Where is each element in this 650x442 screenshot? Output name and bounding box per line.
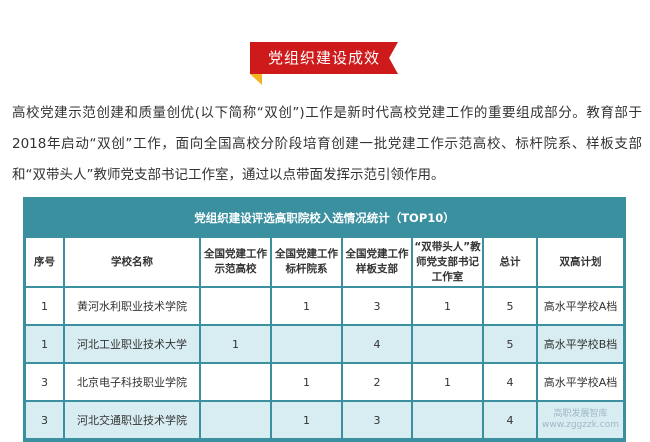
table-row: 1 黄河水利职业技术学院 1 3 1 5 高水平学校A档 [26,288,623,324]
column-header: 学校名称 [65,238,199,286]
table-cell: 黄河水利职业技术学院 [65,288,199,324]
table-row: 3 北京电子科技职业学院 1 2 1 4 高水平学校A档 [26,364,623,400]
table-cell: 3 [343,402,411,438]
table-cell: 1 [26,288,63,324]
table-cell: 1 [26,326,63,362]
table-cell [201,402,270,438]
table-cell: 2 [343,364,411,400]
table-cell: 1 [272,402,341,438]
table-cell: 1 [272,364,341,400]
table-cell: 3 [26,402,63,438]
table-cell: 5 [484,326,536,362]
table-cell: 河北工业职业技术大学 [65,326,199,362]
table-cell: 高水平学校A档 [538,364,623,400]
table-cell: 5 [484,288,536,324]
table-cell [272,326,341,362]
table-cell: 高职发展智库 www.zggzzk.com [538,402,623,438]
table-cell [413,326,482,362]
column-header: 全国党建工作标杆院系 [272,238,341,286]
table-cell: 高水平学校B档 [538,326,623,362]
column-header: 序号 [26,238,63,286]
column-header: 全国党建工作样板支部 [343,238,411,286]
table-cell [201,288,270,324]
table-cell: 1 [201,326,270,362]
table-cell: 1 [272,288,341,324]
table-cell: 北京电子科技职业学院 [65,364,199,400]
column-header: 双高计划 [538,238,623,286]
stats-table: 党组织建设评选高职院校入选情况统计（TOP10） 序号 学校名称 全国党建工作示范高… [23,197,626,442]
table-cell [413,402,482,438]
section-heading-ribbon: 党组织建设成效 [250,42,398,74]
column-header: 总计 [484,238,536,286]
intro-paragraph: 高校党建示范创建和质量创优(以下简称“双创”)工作是新时代高校党建工作的重要组成… [12,105,642,183]
watermark: 高职发展智库 www.zggzzk.com [541,409,619,430]
content: 高校党建示范创建和质量创优(以下简称“双创”)工作是新时代高校党建工作的重要组成… [0,98,650,442]
table-row: 3 河北交通职业技术学院 1 3 4 高职发展智库 www.zggzzk.com [26,402,623,438]
table-cell: 河北交通职业技术学院 [65,402,199,438]
table-cell: 3 [343,288,411,324]
column-header: “双带头人”教师党支部书记工作室 [413,238,482,286]
table-cell: 1 [413,288,482,324]
table-title: 党组织建设评选高职院校入选情况统计（TOP10） [194,211,455,225]
header-row: 序号 学校名称 全国党建工作示范高校 全国党建工作标杆院系 全国党建工作样板支部 “双带头… [26,238,623,286]
table-cell: 4 [484,364,536,400]
column-header: 全国党建工作示范高校 [201,238,270,286]
table-cell [201,364,270,400]
table-cell: 4 [343,326,411,362]
table-cell: 高水平学校A档 [538,288,623,324]
table-cell: 4 [484,402,536,438]
table-row: 1 河北工业职业技术大学 1 4 5 高水平学校B档 [26,326,623,362]
table-cell: 3 [26,364,63,400]
table-cell: 1 [413,364,482,400]
ribbon-fold [250,74,262,85]
